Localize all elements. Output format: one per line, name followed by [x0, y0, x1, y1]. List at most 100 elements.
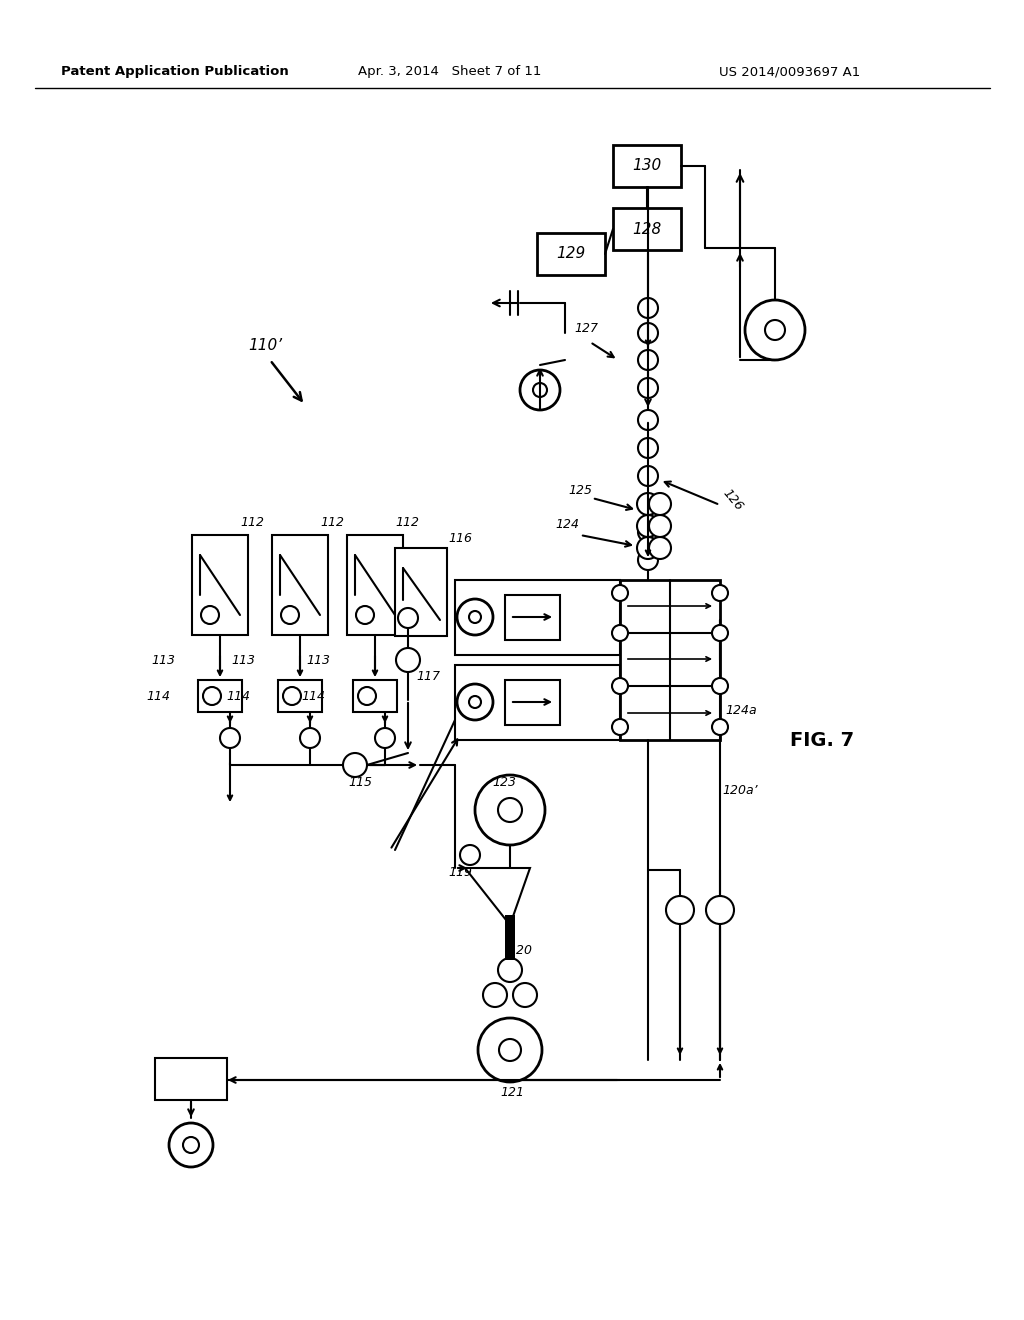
Bar [505, 915, 515, 960]
Circle shape [300, 729, 319, 748]
Circle shape [283, 686, 301, 705]
Circle shape [637, 515, 659, 537]
Text: 124a: 124a [725, 704, 757, 717]
Bar [455, 665, 620, 741]
Bar [613, 209, 681, 249]
Text: 120: 120 [508, 944, 532, 957]
Bar [193, 535, 248, 635]
Text: 113: 113 [231, 653, 255, 667]
Circle shape [612, 624, 628, 642]
Bar [272, 535, 328, 635]
Circle shape [457, 599, 493, 635]
Text: 114: 114 [301, 689, 325, 702]
Text: 114: 114 [146, 689, 170, 702]
Text: 124: 124 [555, 519, 579, 532]
Circle shape [203, 686, 221, 705]
Bar [353, 680, 397, 711]
Bar [155, 1059, 227, 1100]
Bar [505, 680, 560, 725]
Polygon shape [465, 869, 530, 925]
Circle shape [513, 983, 537, 1007]
Text: Patent Application Publication: Patent Application Publication [61, 66, 289, 78]
Circle shape [712, 678, 728, 694]
Circle shape [712, 624, 728, 642]
Circle shape [638, 494, 658, 513]
Circle shape [281, 606, 299, 624]
Text: 119: 119 [449, 866, 472, 879]
Circle shape [398, 609, 418, 628]
Text: 120a’: 120a’ [722, 784, 758, 796]
Text: 112: 112 [319, 516, 344, 529]
Circle shape [396, 648, 420, 672]
Circle shape [649, 515, 671, 537]
Text: 117: 117 [416, 669, 440, 682]
Circle shape [460, 845, 480, 865]
Text: 129: 129 [556, 247, 586, 261]
Circle shape [712, 585, 728, 601]
Circle shape [638, 438, 658, 458]
Circle shape [649, 537, 671, 558]
Text: 114: 114 [226, 689, 250, 702]
Text: 113: 113 [151, 653, 175, 667]
Circle shape [649, 492, 671, 515]
Bar [278, 680, 322, 711]
Circle shape [666, 896, 694, 924]
Circle shape [498, 958, 522, 982]
Circle shape [183, 1137, 199, 1152]
Text: 112: 112 [395, 516, 419, 529]
Circle shape [638, 298, 658, 318]
Circle shape [612, 719, 628, 735]
Text: 126: 126 [720, 487, 745, 513]
Text: 130: 130 [633, 158, 662, 173]
Circle shape [469, 611, 481, 623]
Text: Apr. 3, 2014   Sheet 7 of 11: Apr. 3, 2014 Sheet 7 of 11 [358, 66, 542, 78]
Circle shape [498, 799, 522, 822]
Text: 125: 125 [568, 483, 592, 496]
Circle shape [483, 983, 507, 1007]
Circle shape [706, 896, 734, 924]
Text: FIG. 7: FIG. 7 [790, 730, 854, 750]
Text: 116: 116 [449, 532, 472, 544]
Bar [613, 145, 681, 187]
Circle shape [478, 1018, 542, 1082]
Text: 127: 127 [574, 322, 598, 334]
Text: US 2014/0093697 A1: US 2014/0093697 A1 [720, 66, 860, 78]
Circle shape [499, 1039, 521, 1061]
Bar [395, 548, 447, 636]
Bar [198, 680, 242, 711]
Circle shape [638, 350, 658, 370]
Circle shape [638, 550, 658, 570]
Bar [505, 595, 560, 640]
Circle shape [638, 323, 658, 343]
Bar [537, 234, 605, 275]
Circle shape [520, 370, 560, 411]
Circle shape [637, 492, 659, 515]
Circle shape [356, 606, 374, 624]
Circle shape [638, 521, 658, 543]
Circle shape [343, 752, 367, 777]
Circle shape [469, 696, 481, 708]
Text: 123: 123 [492, 776, 516, 789]
Circle shape [534, 383, 547, 397]
Text: 113: 113 [306, 653, 330, 667]
Circle shape [375, 729, 395, 748]
Circle shape [612, 585, 628, 601]
Bar [455, 579, 620, 655]
Text: 128: 128 [633, 222, 662, 236]
Circle shape [612, 678, 628, 694]
Circle shape [638, 411, 658, 430]
Circle shape [220, 729, 240, 748]
Circle shape [475, 775, 545, 845]
Circle shape [457, 684, 493, 719]
Circle shape [169, 1123, 213, 1167]
Bar [347, 535, 403, 635]
Circle shape [638, 466, 658, 486]
Text: 110’: 110’ [248, 338, 283, 352]
Circle shape [358, 686, 376, 705]
Circle shape [765, 319, 785, 341]
Circle shape [638, 378, 658, 399]
Text: 115: 115 [348, 776, 372, 789]
Text: 112: 112 [240, 516, 264, 529]
Circle shape [712, 719, 728, 735]
Bar [620, 579, 720, 741]
